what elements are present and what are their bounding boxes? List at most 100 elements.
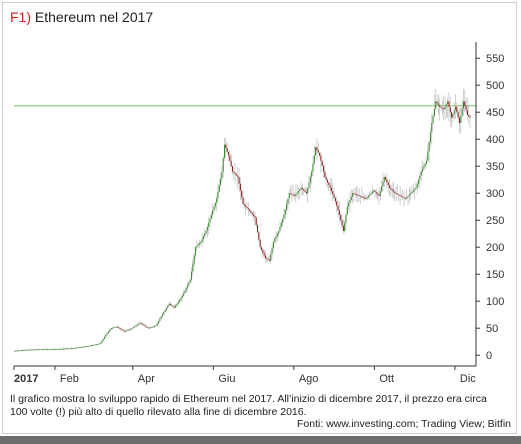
candle-body — [324, 171, 326, 177]
candle-body — [136, 324, 138, 326]
caption-text: Il grafico mostra lo sviluppo rapido di … — [10, 393, 487, 418]
candle-body — [383, 177, 385, 182]
candle-body — [91, 345, 94, 346]
candle-body — [39, 349, 41, 351]
candle-body — [72, 348, 74, 349]
candle-body — [114, 326, 116, 328]
candle-body — [177, 301, 179, 304]
candle-body — [363, 197, 366, 199]
candle-body — [185, 287, 187, 291]
candle-body — [245, 205, 247, 207]
candle-body — [119, 328, 121, 330]
candle-body — [95, 344, 98, 346]
candle-body — [99, 343, 102, 345]
candle-body — [18, 350, 20, 352]
candle-body — [167, 305, 169, 308]
candle-body — [355, 194, 358, 196]
candle-body — [35, 349, 37, 351]
candle-body — [231, 166, 234, 172]
candle-body — [105, 334, 107, 337]
candle-body — [70, 348, 72, 350]
candle-body — [353, 193, 355, 194]
candle-body — [138, 323, 140, 325]
candle-body — [362, 196, 364, 198]
candle-body — [202, 236, 204, 240]
candle-body — [441, 107, 443, 109]
candle-body — [439, 105, 441, 107]
candle-body — [299, 189, 301, 192]
candle-body — [462, 101, 465, 109]
candle-body — [146, 326, 148, 328]
candle-body — [152, 326, 154, 328]
candle-body — [234, 172, 236, 175]
candle-body — [246, 206, 248, 209]
candle-body — [239, 183, 241, 191]
candle-body — [81, 346, 83, 348]
candle-body — [204, 233, 206, 237]
candle-body — [400, 195, 402, 197]
candle-body — [423, 166, 425, 169]
candle-body — [123, 330, 125, 332]
candle-body — [374, 190, 376, 192]
candle-body — [348, 203, 350, 207]
candle-body — [289, 193, 292, 194]
candle-body — [411, 191, 413, 194]
candle-body — [208, 222, 210, 227]
candle-body — [214, 202, 216, 207]
candle-body — [122, 329, 124, 331]
candle-body — [198, 243, 201, 245]
candle-body — [406, 197, 408, 199]
candle-body — [466, 110, 468, 115]
candle-body — [171, 304, 173, 306]
candle-body — [242, 197, 244, 204]
candle-body — [272, 241, 274, 249]
candle-body — [465, 105, 467, 111]
candle-body — [156, 323, 158, 326]
candle-body — [432, 115, 434, 123]
candle-body — [403, 197, 405, 199]
candle-body — [109, 329, 111, 332]
candle-body — [329, 185, 331, 188]
candle-body — [229, 155, 231, 161]
x-tick-label: 2017 — [14, 373, 38, 385]
candle-body — [250, 211, 252, 213]
candle-body — [338, 210, 340, 215]
candle-body — [287, 198, 289, 204]
candle-body — [190, 271, 193, 280]
candle-body — [421, 168, 424, 172]
candle-body — [144, 325, 146, 327]
candle-body — [115, 326, 117, 328]
candle-body — [45, 349, 47, 351]
candle-body — [359, 195, 362, 197]
candle-body — [267, 258, 269, 260]
candle-body — [130, 328, 132, 330]
candle-body — [210, 214, 212, 219]
candle-body — [32, 349, 34, 351]
candle-body — [189, 279, 191, 283]
candle-body — [445, 104, 447, 107]
candle-body — [247, 208, 249, 210]
y-tick-label: 250 — [486, 215, 504, 227]
candle-body — [464, 101, 466, 106]
candle-body — [172, 305, 174, 307]
candle-body — [157, 321, 160, 324]
candle-body — [212, 210, 214, 215]
candle-body — [444, 106, 446, 110]
candle-body — [420, 171, 422, 176]
candle-body — [102, 339, 104, 342]
figure-number: F1) — [10, 9, 31, 25]
candle-body — [111, 327, 113, 329]
candle-body — [361, 196, 363, 198]
candle-body — [451, 112, 453, 118]
candle-body — [48, 349, 50, 351]
candle-body — [392, 190, 395, 192]
candle-body — [64, 348, 66, 350]
source-text: Fonti: www.investing.com; Trading View; … — [297, 418, 511, 430]
candle-body — [428, 141, 430, 152]
candle-body — [196, 245, 198, 248]
candle-body — [93, 344, 95, 346]
candle-body — [221, 171, 223, 179]
candle-body — [407, 195, 409, 198]
candle-body — [307, 187, 309, 194]
candle-body — [140, 322, 142, 324]
